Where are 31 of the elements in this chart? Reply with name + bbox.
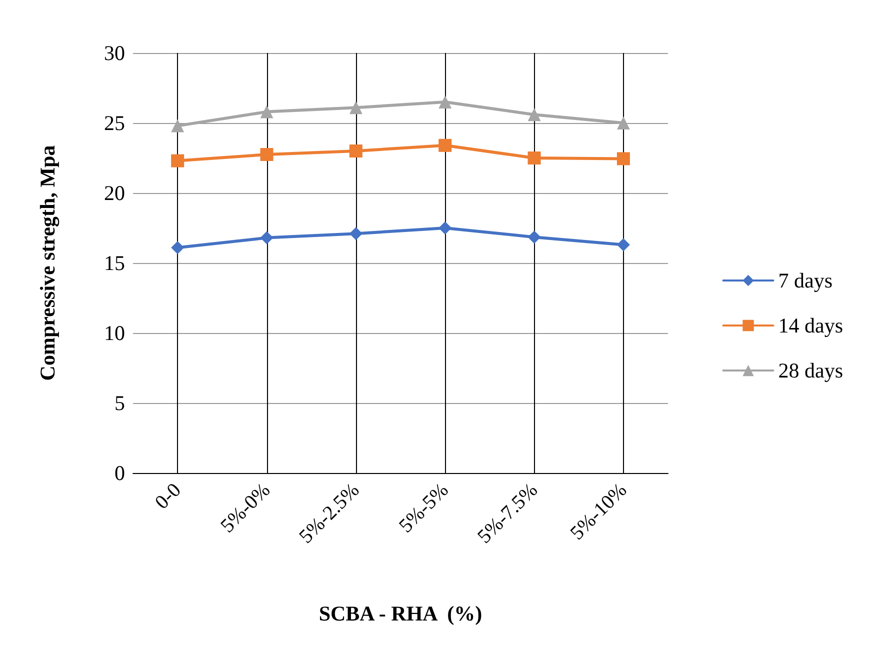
point: [528, 152, 541, 164]
y-tick-label: 20: [104, 181, 125, 205]
point: [171, 119, 184, 132]
legend-label: 14 days: [778, 314, 844, 338]
point: [438, 96, 452, 108]
point: [171, 241, 184, 254]
point: [349, 101, 362, 114]
point: [528, 230, 541, 244]
y-tick-label: 5: [114, 391, 125, 415]
point: [260, 148, 274, 161]
y-tick-label: 10: [104, 321, 125, 345]
point: [171, 154, 184, 168]
y-tick-label: 25: [104, 111, 125, 135]
point: [438, 222, 452, 234]
legend-label: 28 days: [778, 358, 844, 382]
y-tick-label: 0: [114, 461, 125, 485]
y-axis-title: Compressive stregth, Mpa: [36, 144, 60, 381]
legend-label: 7 days: [778, 268, 833, 292]
point: [616, 152, 630, 166]
x-axis-title: SCBA - RHA (%): [318, 602, 482, 626]
point: [528, 108, 541, 122]
point: [260, 105, 274, 118]
point: [349, 227, 362, 240]
point: [438, 138, 452, 152]
point: [616, 238, 630, 252]
point: [349, 144, 362, 158]
y-tick-label: 30: [104, 41, 125, 65]
y-tick-label: 15: [104, 251, 125, 275]
point: [260, 231, 274, 244]
x-tick-label: 0-0: [150, 479, 186, 514]
point: [616, 116, 630, 130]
